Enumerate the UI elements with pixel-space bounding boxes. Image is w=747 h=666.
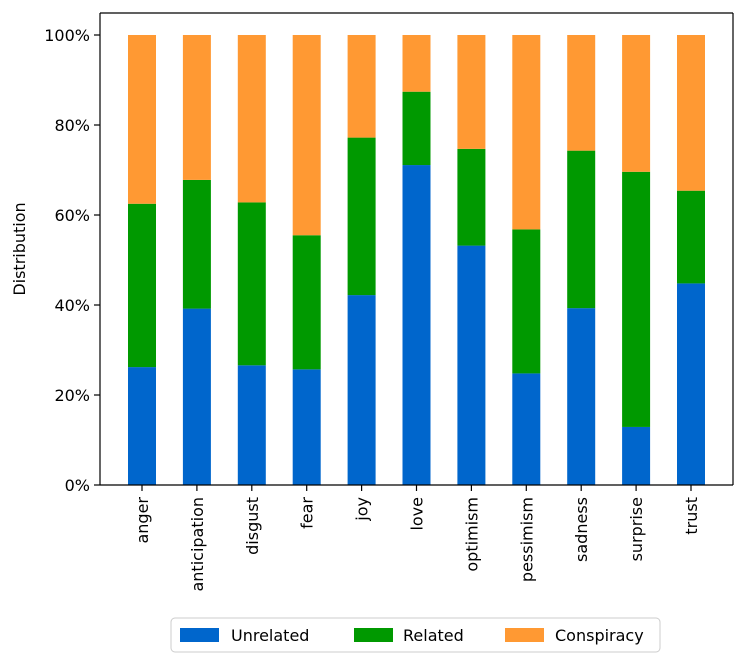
bar-unrelated-anger [128,367,156,485]
bar-related-joy [347,137,376,296]
x-tick-label-anger: anger [133,497,152,544]
x-tick-label-pessimism: pessimism [517,497,536,582]
legend-swatch-conspiracy [505,628,544,642]
bar-unrelated-joy [347,295,376,485]
legend-swatch-related [354,628,393,642]
legend-label-conspiracy: Conspiracy [555,626,644,645]
bar-related-sadness [567,150,596,309]
axes-group [99,12,734,486]
bar-unrelated-anticipation [182,308,211,485]
legend-label-related: Related [403,626,464,645]
y-ticks-group: 0% 20% 40% 60% 80% 100% [44,26,100,495]
bar-conspiracy-disgust [237,35,266,203]
y-tick-label: 60% [54,206,90,225]
x-tick-label-sadness: sadness [572,497,591,562]
legend-frame [170,617,661,653]
x-tick-label-trust: trust [682,497,701,535]
x-tick-label-surprise: surprise [627,497,646,561]
x-tick-label-optimism: optimism [462,497,481,572]
x-tick-label-joy: joy [353,497,372,522]
y-tick-label: 80% [54,116,90,135]
bar-related-anger [128,203,156,368]
bar-unrelated-sadness [567,308,596,485]
bar-conspiracy-anticipation [182,35,211,180]
bar-related-love [402,91,431,166]
bar-unrelated-fear [292,369,321,485]
bar-related-surprise [622,171,651,427]
bar-unrelated-disgust [237,365,266,485]
bar-related-fear [292,235,321,370]
legend-label-unrelated: Unrelated [231,626,309,645]
y-tick-label: 20% [54,386,90,405]
bar-conspiracy-fear [292,35,321,236]
bar-conspiracy-sadness [567,35,596,151]
x-ticks-group: anger anticipation disgust fear joy love optim… [133,485,701,592]
bar-unrelated-pessimism [512,373,541,485]
bars-group [128,35,705,486]
bar-conspiracy-optimism [457,35,486,149]
bar-conspiracy-pessimism [512,35,541,230]
bar-conspiracy-love [402,35,431,92]
y-tick-label: 40% [54,296,90,315]
bar-related-disgust [237,202,266,366]
bar-unrelated-trust [677,283,705,485]
bar-related-pessimism [512,229,541,374]
bar-conspiracy-trust [677,35,705,191]
x-tick-label-love: love [408,497,427,531]
bar-unrelated-optimism [457,245,486,485]
x-tick-label-disgust: disgust [243,497,262,555]
x-tick-label-anticipation: anticipation [188,497,207,592]
bar-conspiracy-surprise [622,35,651,172]
bar-related-optimism [457,148,486,246]
y-tick-label: 100% [44,26,90,45]
y-tick-label: 0% [65,476,90,495]
bar-conspiracy-anger [128,35,156,204]
x-tick-label-fear: fear [298,497,317,529]
bar-unrelated-love [402,165,431,486]
legend: Unrelated Related Conspiracy [170,617,661,653]
bar-unrelated-surprise [622,426,651,485]
bar-conspiracy-joy [347,35,376,138]
legend-swatch-unrelated [180,628,219,642]
y-axis-title: Distribution [10,202,29,295]
bar-related-anticipation [182,179,211,309]
bar-related-trust [677,190,705,284]
